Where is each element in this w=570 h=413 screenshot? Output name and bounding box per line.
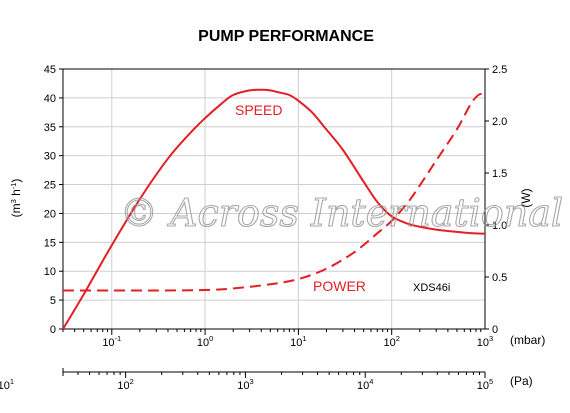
y-tick-label-right: 2.0 xyxy=(492,116,507,128)
x-tick-label-pa: 101 xyxy=(0,377,14,392)
tick-labels: 0 5 10 15 20 25 30 35 40 45 0 0.5 1.0 1.5 2.0 2.5 10-1 10… xyxy=(0,64,507,392)
y-tick-label-left: 45 xyxy=(44,64,56,76)
y-tick-label-right: 0 xyxy=(492,324,498,336)
x-tick-label-mbar: 102 xyxy=(383,334,399,349)
y-tick-label-left: 25 xyxy=(44,180,56,192)
y-tick-label-left: 35 xyxy=(44,122,56,134)
curves xyxy=(62,88,486,330)
x-tick-label-mbar: 103 xyxy=(477,334,493,349)
series-label-power: POWER xyxy=(313,278,366,294)
series-label-speed: SPEED xyxy=(235,102,282,118)
y-tick-label-left: 40 xyxy=(44,93,56,105)
y-tick-label-right: 1.0 xyxy=(492,220,507,232)
y-tick-label-left: 5 xyxy=(50,295,56,307)
y-tick-label-left: 0 xyxy=(50,324,56,336)
x-tick-label-pa: 103 xyxy=(237,377,253,392)
chart-title: PUMP PERFORMANCE xyxy=(198,28,374,45)
y-axis-right-label: (W) xyxy=(519,188,533,207)
y-tick-label-right: 2.5 xyxy=(492,64,507,76)
x-tick-label-mbar: 101 xyxy=(290,334,306,349)
x-tick-label-pa: 105 xyxy=(477,377,493,392)
series-line-power xyxy=(63,92,486,292)
axes xyxy=(59,68,489,378)
watermark: © Across International xyxy=(120,191,563,235)
y-tick-label-left: 20 xyxy=(44,208,56,220)
x-tick-label-mbar: 100 xyxy=(197,334,213,349)
model-label: XDS46i xyxy=(413,282,450,294)
y-tick-label-right: 0.5 xyxy=(492,272,507,284)
x-axis-mbar-label: (mbar) xyxy=(510,333,545,347)
plot-frame xyxy=(62,68,486,330)
series-line-speed xyxy=(62,88,486,330)
grid xyxy=(63,68,486,330)
y-axis-left-label: (m3 h-1) xyxy=(9,179,23,218)
x-tick-label-mbar: 10-1 xyxy=(102,334,121,349)
y-tick-label-left: 30 xyxy=(44,151,56,163)
x-tick-label-pa: 104 xyxy=(357,377,373,392)
y-tick-label-right: 1.5 xyxy=(492,168,507,180)
y-tick-label-left: 10 xyxy=(44,266,56,278)
x-axis-pa-label: (Pa) xyxy=(510,374,533,388)
x-tick-label-pa: 102 xyxy=(117,377,133,392)
y-tick-label-left: 15 xyxy=(44,237,56,249)
